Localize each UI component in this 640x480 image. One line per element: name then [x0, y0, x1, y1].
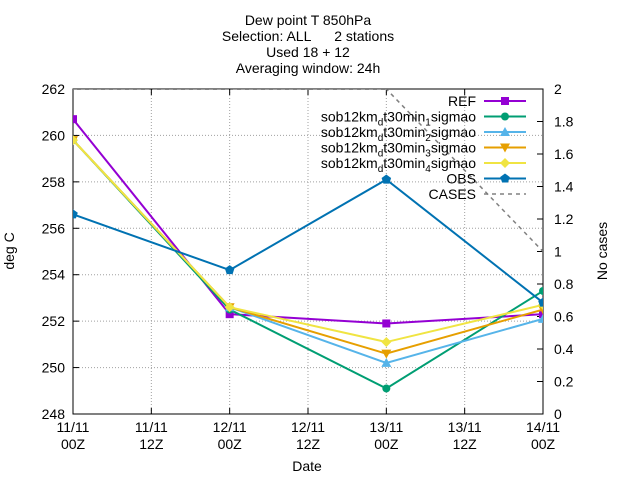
data-point	[382, 384, 391, 393]
series-sob12km4	[73, 135, 543, 348]
legend-label: sob12kmdt30min4sigmao	[321, 155, 476, 175]
data-point	[539, 310, 543, 319]
axes: 248 250 252 254 256 258 260 262 0 0.2 0.4 0.6 0.8 1 1.…	[42, 81, 574, 452]
data-point	[501, 97, 509, 105]
y2-tick-label: 1.8	[554, 114, 574, 130]
data-point	[382, 319, 391, 328]
data-point	[500, 158, 510, 168]
y2-tick-label: 0	[554, 406, 562, 422]
legend-label: sob12kmdt30min3sigmao	[321, 140, 476, 160]
y-tick-label: 252	[42, 313, 66, 329]
y-tick-label: 262	[42, 81, 66, 97]
y-tick-label: 258	[42, 174, 66, 190]
x-tick-label: 13/11	[369, 419, 403, 435]
data-point	[381, 357, 392, 367]
x-tick-label: 12Z	[296, 436, 321, 452]
y2-tick-label: 0.6	[554, 309, 574, 325]
x-tick-label: 00Z	[61, 436, 86, 452]
x-tick-label: 00Z	[374, 436, 399, 452]
legend-label: REF	[448, 93, 476, 109]
x-tick-label: 12Z	[139, 436, 164, 452]
data-point	[500, 173, 510, 183]
y-tick-label: 250	[42, 360, 66, 376]
data-point	[224, 265, 235, 275]
data-point	[225, 310, 234, 319]
x-tick-label: 00Z	[531, 436, 556, 452]
data-point	[381, 337, 392, 348]
legend: REFsob12kmdt30min1sigmaosob12kmdt30min2s…	[321, 93, 526, 202]
data-point	[538, 313, 543, 323]
y2-tick-label: 1.6	[554, 146, 574, 162]
y-tick-label: 260	[42, 127, 66, 143]
x-tick-label: 12Z	[453, 436, 478, 452]
y2-tick-label: 0.2	[554, 374, 574, 390]
data-point	[73, 115, 77, 124]
title-line: Averaging window: 24h	[236, 60, 381, 76]
title-line: Dew point T 850hPa	[245, 12, 372, 28]
x-tick-label: 11/11	[57, 419, 90, 435]
data-point	[381, 349, 392, 359]
x-tick-label: 12/11	[213, 419, 247, 435]
series-ref	[73, 115, 543, 328]
y-tick-label: 256	[42, 220, 66, 236]
x-tick-label: 13/11	[448, 419, 482, 435]
data-point	[501, 112, 509, 121]
x-axis-label: Date	[292, 458, 322, 474]
title-line: Selection: ALL 2 stations	[222, 28, 394, 44]
title-line: Used 18 + 12	[266, 44, 350, 60]
grid	[73, 89, 543, 414]
legend-label: CASES	[429, 186, 476, 202]
data-point	[500, 127, 510, 136]
series-line	[73, 139, 543, 344]
y2-tick-label: 0.4	[554, 341, 574, 357]
data-point	[73, 135, 78, 146]
y2-tick-label: 0.8	[554, 276, 574, 292]
y-tick-label: 254	[42, 267, 66, 283]
x-tick-label: 12/11	[291, 419, 325, 435]
x-tick-label: 00Z	[218, 436, 243, 452]
y-tick-label: 248	[42, 406, 66, 422]
legend-label: OBS	[446, 171, 476, 187]
y2-tick-label: 2	[554, 81, 562, 97]
y2-tick-label: 1.4	[554, 179, 574, 195]
y-axis-label: deg C	[1, 232, 17, 269]
x-tick-label: 14/11	[526, 419, 560, 435]
data-point	[381, 174, 392, 184]
data-point	[539, 286, 543, 295]
data-point	[224, 302, 235, 313]
data-point	[500, 143, 510, 153]
series-lines	[73, 89, 543, 393]
data-point	[538, 297, 543, 307]
series-line	[73, 178, 543, 304]
series-line	[73, 118, 543, 325]
x-tick-label: 11/11	[135, 419, 168, 435]
y2-axis-label: No cases	[594, 222, 610, 280]
y2-tick-label: 1.2	[554, 211, 574, 227]
data-point	[73, 209, 78, 219]
series-obs	[73, 174, 543, 307]
legend-label: sob12kmdt30min2sigmao	[321, 124, 476, 144]
y2-tick-label: 1	[554, 244, 562, 260]
legend-label: sob12kmdt30min1sigmao	[321, 109, 476, 129]
